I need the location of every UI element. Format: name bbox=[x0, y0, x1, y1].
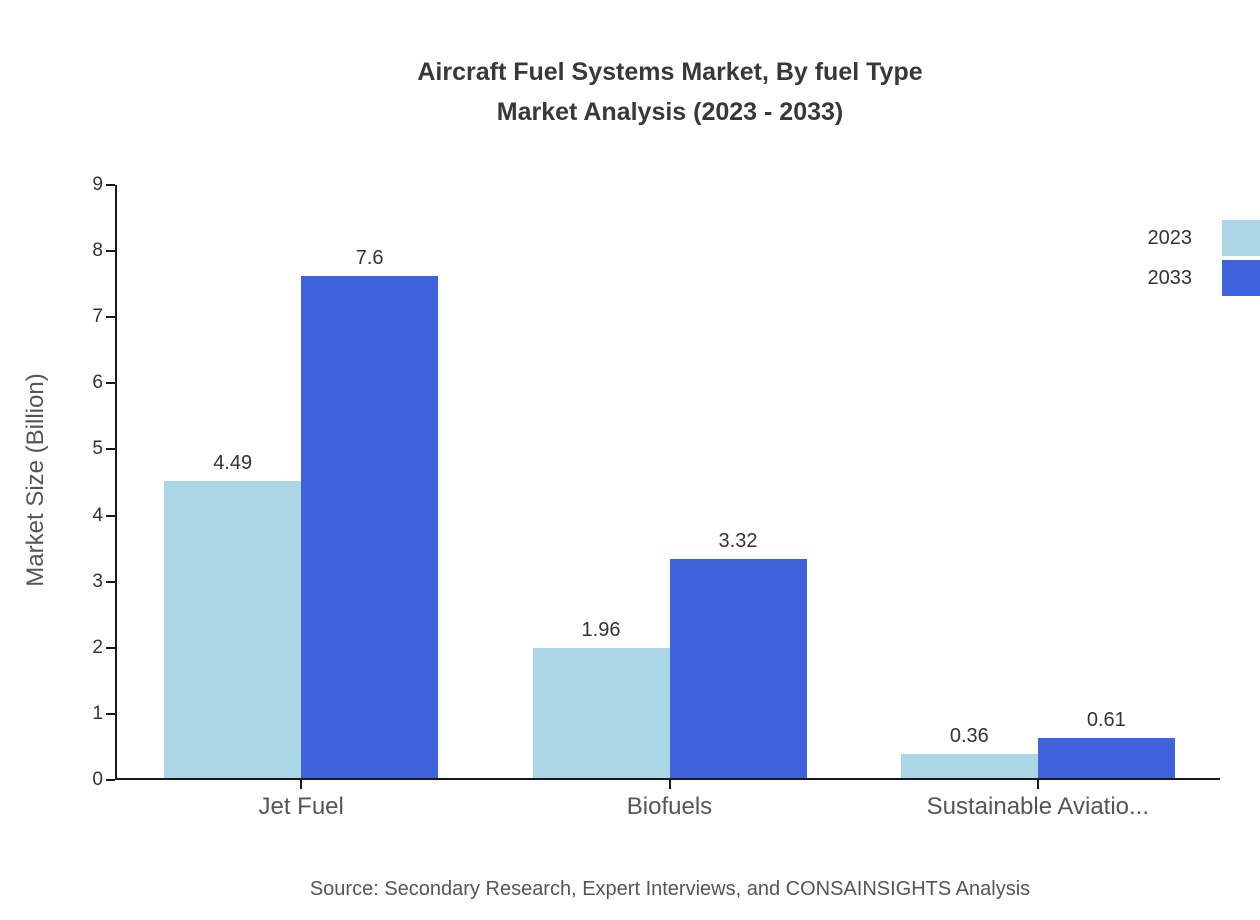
y-tick-label-2: 2 bbox=[92, 636, 103, 658]
chart-title: Aircraft Fuel Systems Market, By fuel Ty… bbox=[80, 52, 1260, 132]
plot-area: 0 1 2 3 4 5 6 7 8 9 Jet Fuel 4.49 7.6 Biofuels 1.96 3.3… bbox=[92, 174, 1220, 820]
source-text: Source: Secondary Research, Expert Inter… bbox=[309, 878, 1031, 900]
bar-2023-sustainable-aviatio[interactable] bbox=[900, 754, 1038, 778]
y-tick-mark bbox=[106, 779, 115, 781]
y-tick-label-1: 1 bbox=[92, 702, 103, 724]
y-tick-label-6: 6 bbox=[92, 372, 103, 394]
y-tick-label-5: 5 bbox=[92, 438, 103, 460]
legend: 2023 2033 bbox=[1148, 218, 1260, 298]
bar-2023-jet-fuel[interactable] bbox=[164, 481, 302, 778]
y-tick-label-4: 4 bbox=[92, 504, 103, 526]
chart-title-line1: Aircraft Fuel Systems Market, By fuel Ty… bbox=[417, 58, 923, 86]
y-tick-mark bbox=[106, 448, 115, 451]
x-tick-mark-jet-fuel bbox=[300, 780, 303, 789]
bar-value-2033-biofuels: 3.32 bbox=[718, 529, 758, 552]
y-tick-label-3: 3 bbox=[92, 570, 103, 592]
y-tick-mark bbox=[106, 184, 115, 186]
y-tick-mark bbox=[106, 712, 115, 715]
chart-title-line2: Market Analysis (2023 - 2033) bbox=[496, 98, 844, 126]
legend-label-2033: 2033 bbox=[1147, 266, 1193, 289]
bar-value-2023-sustainable-aviatio: 0.36 bbox=[949, 725, 989, 748]
legend-label-2023: 2023 bbox=[1147, 226, 1193, 249]
legend-swatch-2023 bbox=[1222, 220, 1260, 256]
x-axis-label-jet-fuel: Jet Fuel bbox=[258, 793, 344, 820]
y-tick-label-0: 0 bbox=[92, 769, 103, 790]
x-tick-mark-sustainable-aviatio bbox=[1036, 780, 1039, 789]
bar-2023-biofuels[interactable] bbox=[532, 648, 670, 778]
bar-2033-biofuels[interactable] bbox=[669, 558, 807, 778]
y-tick-label-7: 7 bbox=[92, 306, 103, 328]
y-tick-mark bbox=[106, 316, 115, 319]
bar-value-2023-biofuels: 1.96 bbox=[581, 619, 621, 642]
y-tick-mark bbox=[106, 580, 115, 583]
bar-value-2033-jet-fuel: 7.6 bbox=[355, 246, 384, 269]
y-tick-mark bbox=[106, 646, 115, 649]
bar-value-2033-sustainable-aviatio: 0.61 bbox=[1086, 708, 1126, 731]
y-tick-label-9: 9 bbox=[92, 174, 103, 195]
y-tick-label-8: 8 bbox=[92, 240, 103, 262]
legend-item-2033[interactable]: 2033 bbox=[1148, 258, 1260, 298]
legend-item-2023[interactable]: 2023 bbox=[1148, 218, 1260, 258]
y-axis-title: Market Size (Billion) bbox=[22, 373, 49, 587]
y-tick-mark bbox=[106, 382, 115, 385]
x-tick-mark-biofuels bbox=[668, 780, 671, 789]
bar-value-2023-jet-fuel: 4.49 bbox=[213, 452, 253, 475]
x-axis-label-sustainable-aviatio: Sustainable Aviatio... bbox=[926, 793, 1150, 820]
bar-2033-jet-fuel[interactable] bbox=[301, 275, 439, 778]
y-tick-mark bbox=[106, 514, 115, 517]
x-axis-label-biofuels: Biofuels bbox=[626, 793, 713, 820]
legend-swatch-2033 bbox=[1222, 260, 1260, 296]
y-tick-mark bbox=[106, 250, 115, 253]
bar-2033-sustainable-aviatio[interactable] bbox=[1037, 737, 1175, 778]
